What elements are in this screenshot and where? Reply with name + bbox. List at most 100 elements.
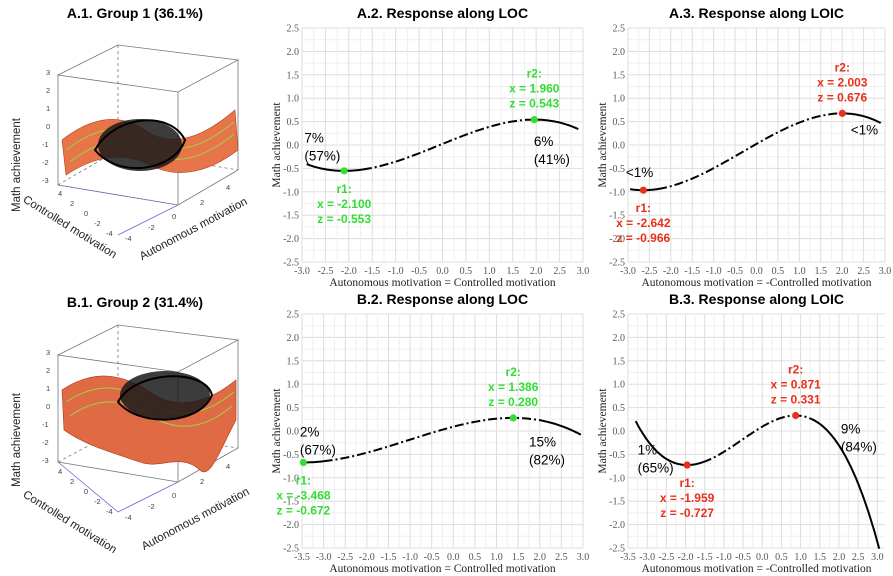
point-annotation-line: r2:	[788, 363, 803, 377]
y-tick: 4	[226, 183, 230, 192]
point-annotation-line: r2:	[835, 60, 850, 74]
y-tick-label: 0.5	[287, 403, 300, 414]
y-tick-label: -0.5	[609, 450, 625, 461]
y-tick-label: 2.0	[613, 333, 626, 344]
percent-annotation-line: (67%)	[300, 443, 336, 458]
y-tick-labels: -2.5 -2.0 -1.5 -1.0 -0.5 0.0 0.5 1.0 1.5 2.0 2.5	[283, 24, 299, 269]
y-tick: 0	[172, 212, 176, 221]
x-tick-label: -1.0	[716, 552, 732, 563]
point-annotation-line: x = 1.386	[488, 380, 539, 394]
x-tick-label: 0.0	[436, 266, 449, 277]
point-annotation-line: r2:	[506, 365, 521, 379]
percent-annotation: 1% (65%)	[638, 442, 674, 475]
x-tick-labels: -3.0 -2.5 -2.0 -1.5 -1.0 -0.5 0.0 0.5 1.0 1.5 2.0 2…	[620, 266, 891, 277]
x-tick: -2	[94, 219, 101, 228]
x-tick-label: 2.0	[833, 552, 846, 563]
x-tick-label: 1.5	[507, 266, 520, 277]
x-tick-label: -1.5	[684, 266, 700, 277]
surface-zlabel-b1: Math achievement	[11, 392, 23, 487]
y-tick-label: -2.5	[283, 258, 299, 269]
point-annotation-line: z = -0.727	[660, 506, 714, 520]
percent-annotation-line: (57%)	[304, 149, 340, 164]
x-tick-label: 0.5	[460, 266, 473, 277]
x-tick-label: -1.5	[381, 552, 397, 563]
y-tick-label: -1.5	[283, 211, 299, 222]
x-tick-label: 0.0	[756, 552, 769, 563]
y-tick-label: -0.5	[609, 164, 625, 175]
point-annotation-line: z = -0.672	[277, 503, 331, 517]
y-tick-label: 1.5	[613, 356, 626, 367]
y-tick: 0	[172, 491, 176, 500]
grid-lines	[627, 27, 886, 263]
x-tick-label: 1.0	[483, 266, 496, 277]
x-tick-label: -2.0	[663, 266, 679, 277]
y-tick-label: -2.5	[609, 544, 625, 555]
y-tick-label: -1.5	[609, 211, 625, 222]
point-annotation-line: z = -0.553	[317, 212, 371, 226]
x-tick-label: 3.0	[577, 552, 590, 563]
stationary-point-r1	[683, 461, 691, 469]
z-tick: 3	[46, 348, 50, 357]
point-annotation-line: r1:	[336, 182, 351, 196]
grid-lines	[301, 313, 584, 549]
y-tick-label: 1.0	[287, 94, 300, 105]
y-axis-label: Math achievement	[597, 102, 609, 188]
x-tick-label: -1.5	[364, 266, 380, 277]
z-tick: -2	[42, 438, 49, 447]
x-tick-label: 1.0	[490, 552, 503, 563]
y-tick-label: -0.5	[283, 450, 299, 461]
y-tick-label: -1.0	[283, 187, 299, 198]
x-tick-label: 2.0	[534, 552, 547, 563]
x-tick-label: -3.0	[639, 552, 655, 563]
percent-annotation: 2% (67%)	[300, 425, 336, 458]
x-axis-label: Autonomous motivation = -Controlled moti…	[641, 277, 871, 289]
response-chart-b2: B.2. Response along LOC -2.5-2.0-1.5-1.0-…	[271, 291, 589, 575]
z-tick: 0	[46, 122, 50, 131]
x-tick-label: -1.0	[388, 266, 404, 277]
surface-ylabel-b1: Autonomous motivation	[140, 486, 252, 553]
z-tick: -3	[42, 176, 49, 185]
x-tick-label: 1.5	[512, 552, 525, 563]
x-tick-label: -2.0	[678, 552, 694, 563]
surface-panel-b1: B.1. Group 2 (31.4%) Math achievement Co…	[11, 294, 251, 556]
point-annotation-line: r1:	[636, 201, 651, 215]
x-tick-label: 2.0	[530, 266, 543, 277]
stationary-point-r1	[299, 458, 307, 467]
y-tick-labels: -2.5 -2.0 -1.5 -1.0 -0.5 0.0 0.5 1.0 1.5 2.0 2.5	[283, 310, 299, 555]
y-tick: -2	[148, 223, 155, 232]
percent-annotation: 6% (41%)	[534, 134, 570, 167]
y-tick-labels: -2.5 -2.0 -1.5 -1.0 -0.5 0.0 0.5 1.0 1.5 2.0 2.5	[609, 24, 625, 269]
percent-annotation-line: 1%	[638, 442, 658, 457]
stationary-point-r2	[509, 414, 517, 422]
y-tick-label: 0.5	[287, 117, 300, 128]
y-axis-label: Math achievement	[271, 388, 283, 474]
y-axis-label: Math achievement	[597, 388, 609, 474]
surface-zticks-b1: 3 2 1 0 -1 -2 -3	[42, 348, 50, 465]
x-tick: 0	[84, 209, 88, 218]
curve-solid-segment	[546, 420, 582, 436]
chart-title: B.2. Response along LOC	[357, 291, 528, 307]
curve-solid-segment	[811, 418, 881, 550]
x-tick-label: 0.0	[447, 552, 460, 563]
surface-title-a1: A.1. Group 1 (36.1%)	[67, 5, 203, 21]
z-tick: 3	[46, 68, 50, 77]
z-tick: 2	[46, 86, 50, 95]
x-tick-label: -2.5	[658, 552, 674, 563]
y-tick: -4	[125, 234, 132, 243]
point-annotation-line: x = -1.959	[660, 491, 715, 505]
x-tick-label: 0.5	[469, 552, 482, 563]
percent-annotation: 7% (57%)	[304, 131, 340, 164]
point-annotation-line: x = -3.468	[276, 488, 331, 502]
y-tick-label: 0.0	[613, 427, 626, 438]
x-axis-label: Autonomous motivation = Controlled motiv…	[329, 277, 556, 289]
x-tick-label: -0.5	[727, 266, 743, 277]
y-tick-label: 0.5	[613, 403, 626, 414]
y-tick-label: -2.0	[283, 520, 299, 531]
surface-xlabel-b1: Controlled motivation	[21, 489, 119, 556]
point-annotation-line: x = 0.871	[770, 378, 821, 392]
z-tick: 1	[46, 384, 50, 393]
x-tick-label: -2.5	[317, 266, 333, 277]
